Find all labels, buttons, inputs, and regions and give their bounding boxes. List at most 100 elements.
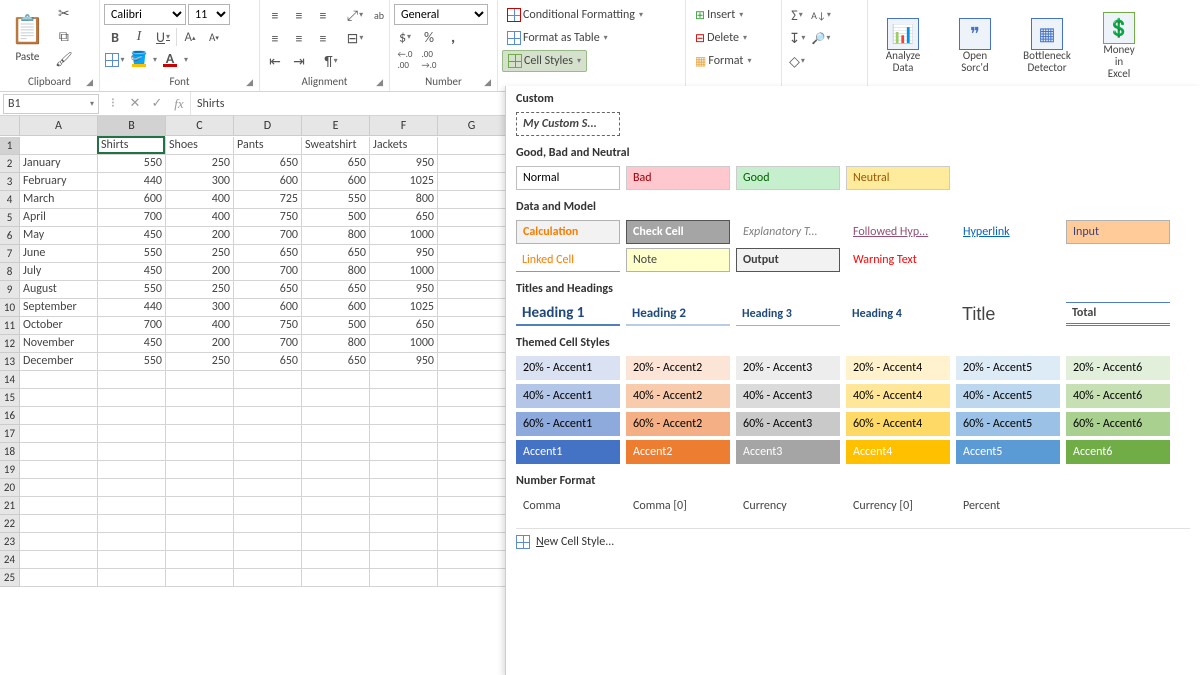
align-right-button[interactable]: ≡: [312, 27, 334, 49]
cell[interactable]: 950: [370, 281, 438, 299]
cell[interactable]: [166, 443, 234, 461]
cell[interactable]: [98, 569, 166, 587]
cell[interactable]: [302, 461, 370, 479]
cell[interactable]: [370, 371, 438, 389]
cell[interactable]: 1000: [370, 335, 438, 353]
format-painter-button[interactable]: 🖌: [53, 48, 75, 70]
cell[interactable]: [438, 281, 506, 299]
delete-button[interactable]: ⊟Delete▾: [690, 27, 752, 49]
cell[interactable]: [438, 173, 506, 191]
row-header-20[interactable]: 20: [0, 479, 20, 497]
cell[interactable]: 600: [234, 299, 302, 317]
cell[interactable]: 800: [302, 263, 370, 281]
cell[interactable]: [98, 533, 166, 551]
new-cell-style-button[interactable]: New Cell Style...: [516, 528, 1190, 549]
cell[interactable]: [98, 371, 166, 389]
bold-button[interactable]: B: [104, 26, 126, 48]
shrink-font-button[interactable]: A▾: [203, 26, 225, 48]
style-swatch[interactable]: Accent1: [516, 440, 620, 464]
cell[interactable]: [302, 443, 370, 461]
style-swatch[interactable]: Explanatory T...: [736, 220, 840, 244]
cell[interactable]: 950: [370, 353, 438, 371]
cell[interactable]: [98, 425, 166, 443]
cell[interactable]: 650: [234, 353, 302, 371]
cell[interactable]: [98, 389, 166, 407]
style-swatch[interactable]: Comma: [516, 494, 620, 518]
italic-button[interactable]: I: [128, 26, 150, 48]
name-box[interactable]: B1▾: [3, 94, 99, 114]
cell[interactable]: 950: [370, 155, 438, 173]
row-header-5[interactable]: 5: [0, 209, 20, 227]
cell[interactable]: 650: [302, 353, 370, 371]
cell[interactable]: August: [20, 281, 98, 299]
addin-analyze-data[interactable]: 📊AnalyzeData: [868, 4, 938, 88]
cell[interactable]: [234, 443, 302, 461]
cell[interactable]: June: [20, 245, 98, 263]
row-header-8[interactable]: 8: [0, 263, 20, 281]
cell[interactable]: 725: [234, 191, 302, 209]
cell[interactable]: [438, 569, 506, 587]
row-header-10[interactable]: 10: [0, 299, 20, 317]
cell[interactable]: [20, 137, 98, 155]
style-swatch[interactable]: Heading 4: [846, 302, 950, 326]
cell[interactable]: [20, 371, 98, 389]
cell[interactable]: [302, 497, 370, 515]
cut-button[interactable]: ✂: [53, 2, 75, 24]
cell[interactable]: [438, 299, 506, 317]
align-top-button[interactable]: ≡: [264, 4, 286, 26]
cell[interactable]: July: [20, 263, 98, 281]
cancel-icon[interactable]: ✕: [124, 96, 146, 111]
cell[interactable]: 450: [98, 227, 166, 245]
cell[interactable]: [234, 461, 302, 479]
cell[interactable]: 700: [234, 227, 302, 245]
cell[interactable]: 300: [166, 173, 234, 191]
style-swatch[interactable]: 60% - Accent1: [516, 412, 620, 436]
cell[interactable]: [370, 407, 438, 425]
col-header-C[interactable]: C: [166, 116, 234, 136]
cell[interactable]: 500: [302, 317, 370, 335]
cell[interactable]: 300: [166, 299, 234, 317]
cell[interactable]: 600: [302, 299, 370, 317]
align-left-button[interactable]: ≡: [264, 27, 286, 49]
cell[interactable]: February: [20, 173, 98, 191]
cell[interactable]: 1000: [370, 263, 438, 281]
style-swatch[interactable]: Currency: [736, 494, 840, 518]
cell[interactable]: [20, 533, 98, 551]
cell[interactable]: 600: [234, 173, 302, 191]
cell[interactable]: [370, 497, 438, 515]
col-header-D[interactable]: D: [234, 116, 302, 136]
col-header-F[interactable]: F: [370, 116, 438, 136]
row-header-3[interactable]: 3: [0, 173, 20, 191]
cell[interactable]: [98, 407, 166, 425]
row-header-18[interactable]: 18: [0, 443, 20, 461]
cell[interactable]: [438, 263, 506, 281]
row-header-15[interactable]: 15: [0, 389, 20, 407]
cell[interactable]: [234, 551, 302, 569]
cell[interactable]: [302, 479, 370, 497]
col-header-B[interactable]: B: [98, 116, 166, 136]
cell[interactable]: [234, 533, 302, 551]
cell[interactable]: Shoes: [166, 137, 234, 155]
cell[interactable]: 650: [234, 245, 302, 263]
format-as-table-button[interactable]: Format as Table▾: [502, 27, 613, 49]
number-format-combo[interactable]: General: [394, 4, 488, 25]
dialog-launcher-icon[interactable]: ◢: [376, 77, 383, 88]
cell[interactable]: 550: [98, 353, 166, 371]
cell[interactable]: 500: [302, 209, 370, 227]
style-swatch[interactable]: Neutral: [846, 166, 950, 190]
row-header-21[interactable]: 21: [0, 497, 20, 515]
cell[interactable]: 550: [98, 155, 166, 173]
cell[interactable]: 450: [98, 263, 166, 281]
row-header-16[interactable]: 16: [0, 407, 20, 425]
cell[interactable]: Pants: [234, 137, 302, 155]
style-swatch[interactable]: Total: [1066, 302, 1170, 326]
cell[interactable]: [438, 533, 506, 551]
cell[interactable]: [438, 137, 506, 155]
cell[interactable]: [438, 497, 506, 515]
cell[interactable]: [370, 479, 438, 497]
cell[interactable]: 250: [166, 155, 234, 173]
cell[interactable]: [234, 407, 302, 425]
wrap-text-button[interactable]: ab: [368, 4, 390, 26]
addin-bottleneck-detector[interactable]: ▦BottleneckDetector: [1012, 4, 1082, 88]
cell[interactable]: 200: [166, 263, 234, 281]
